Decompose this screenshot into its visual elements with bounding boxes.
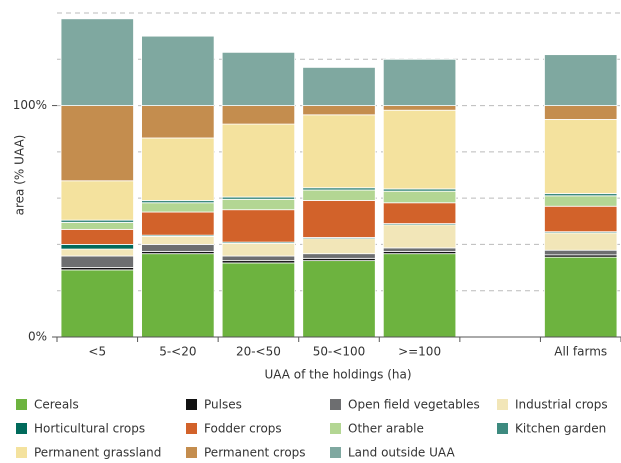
legend-label: Kitchen garden (515, 422, 606, 436)
bar-segment (141, 35, 215, 106)
bar-segment (141, 105, 215, 139)
bar-segment (382, 224, 457, 249)
legend-swatch (186, 399, 197, 410)
legend-label: Horticultural crops (34, 422, 145, 436)
legend-label: Permanent crops (204, 446, 306, 460)
bar-segment (382, 253, 457, 338)
legend-swatch (16, 423, 27, 434)
bar-segment (60, 255, 134, 268)
legend-swatch (16, 447, 27, 458)
bar-segment (141, 235, 215, 245)
legend-label: Permanent grassland (34, 446, 161, 460)
legend-swatch (16, 399, 27, 410)
bar-segment (141, 211, 215, 236)
bar-segment (544, 256, 618, 338)
bar-segment (60, 105, 134, 182)
bar-segment (141, 253, 215, 338)
legend-swatch (330, 423, 341, 434)
legend-swatch (330, 399, 341, 410)
bar-segment (544, 119, 618, 194)
bar-segment (60, 18, 134, 106)
bar-segment (221, 255, 296, 262)
bar-segment (60, 244, 134, 250)
legend-label: Other arable (348, 422, 424, 436)
bar-segment (302, 238, 376, 255)
bar-segment (302, 260, 376, 338)
bar-segment (544, 232, 618, 251)
y-tick-label: 0% (28, 330, 47, 344)
bar-segment (544, 249, 618, 256)
y-axis-title: area (% UAA) (13, 135, 27, 216)
bar-segment (302, 66, 376, 106)
bar-segment (141, 244, 215, 252)
bar-segment (221, 242, 296, 257)
bar-segment (302, 105, 376, 116)
x-tick-label: All farms (554, 345, 607, 359)
bar-segment (382, 202, 457, 224)
legend-label: Pulses (204, 398, 242, 412)
bar-segment (302, 253, 376, 259)
legend-swatch (497, 423, 508, 434)
bar-segment (60, 248, 134, 257)
x-tick-label: 50-<100 (313, 345, 366, 359)
bar-segment (221, 209, 296, 243)
bar-segment (382, 58, 457, 106)
bar-segment (60, 222, 134, 230)
bar-segment (382, 190, 457, 204)
x-tick-label: 5-<20 (159, 345, 196, 359)
bar-segment (221, 105, 296, 125)
y-tick-label: 100% (13, 98, 47, 112)
bar-segment (221, 198, 296, 211)
bar-segment (544, 105, 618, 120)
legend-label: Industrial crops (515, 398, 608, 412)
bar-segment (544, 195, 618, 207)
bar-segment (302, 189, 376, 201)
legend-swatch (186, 423, 197, 434)
bar-segment (382, 247, 457, 252)
bar-segment (382, 105, 457, 111)
bar-segment (60, 180, 134, 221)
x-tick-label: 20-<50 (236, 345, 281, 359)
bar-segment (221, 123, 296, 198)
x-tick-label: <5 (88, 345, 106, 359)
bar-segment (60, 228, 134, 245)
bar-segment (60, 269, 134, 338)
x-axis-title: UAA of the holdings (ha) (264, 368, 411, 382)
legend-label: Land outside UAA (348, 446, 455, 460)
bar-segment (141, 202, 215, 213)
legend-label: Cereals (34, 398, 79, 412)
bar-segment (544, 205, 618, 233)
x-tick-label: >=100 (398, 345, 441, 359)
legend-label: Fodder crops (204, 422, 282, 436)
bar-segment (302, 114, 376, 189)
bar-segment (302, 200, 376, 238)
legend-swatch (186, 447, 197, 458)
legend-label: Open field vegetables (348, 398, 480, 412)
legend-swatch (497, 399, 508, 410)
bar-segment (382, 109, 457, 190)
bar-segment (221, 262, 296, 338)
bar-segment (141, 137, 215, 201)
bar-segment (221, 51, 296, 106)
legend-swatch (330, 447, 341, 458)
bar-segment (544, 54, 618, 106)
